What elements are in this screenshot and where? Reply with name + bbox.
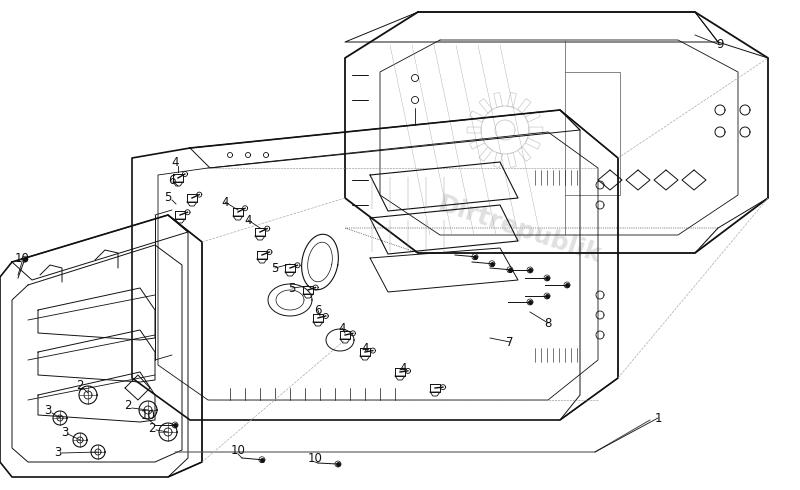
Text: 9: 9 bbox=[716, 39, 724, 51]
Text: 4: 4 bbox=[171, 155, 178, 169]
Text: 3: 3 bbox=[54, 445, 62, 459]
Text: 1: 1 bbox=[654, 412, 662, 424]
Text: 3: 3 bbox=[62, 425, 69, 439]
Text: 2: 2 bbox=[148, 421, 156, 435]
Text: 10: 10 bbox=[307, 451, 322, 465]
Text: 4: 4 bbox=[244, 214, 252, 226]
Text: 5: 5 bbox=[271, 262, 278, 274]
Text: 5: 5 bbox=[164, 191, 172, 203]
Text: 2: 2 bbox=[124, 398, 132, 412]
Text: 6: 6 bbox=[314, 303, 322, 317]
Text: 3: 3 bbox=[44, 403, 52, 416]
Text: 7: 7 bbox=[506, 336, 514, 348]
Text: 2: 2 bbox=[76, 378, 84, 392]
Text: 4: 4 bbox=[399, 362, 406, 374]
Text: 4: 4 bbox=[338, 321, 346, 335]
Text: 6: 6 bbox=[168, 173, 176, 187]
Text: 10: 10 bbox=[141, 409, 155, 421]
Text: 10: 10 bbox=[14, 251, 30, 265]
Text: 4: 4 bbox=[222, 196, 229, 209]
Text: 10: 10 bbox=[230, 443, 246, 457]
Text: 4: 4 bbox=[362, 342, 369, 354]
Text: Dirtrepublik: Dirtrepublik bbox=[435, 192, 605, 268]
Text: 5: 5 bbox=[288, 281, 296, 294]
Text: 8: 8 bbox=[544, 317, 552, 329]
